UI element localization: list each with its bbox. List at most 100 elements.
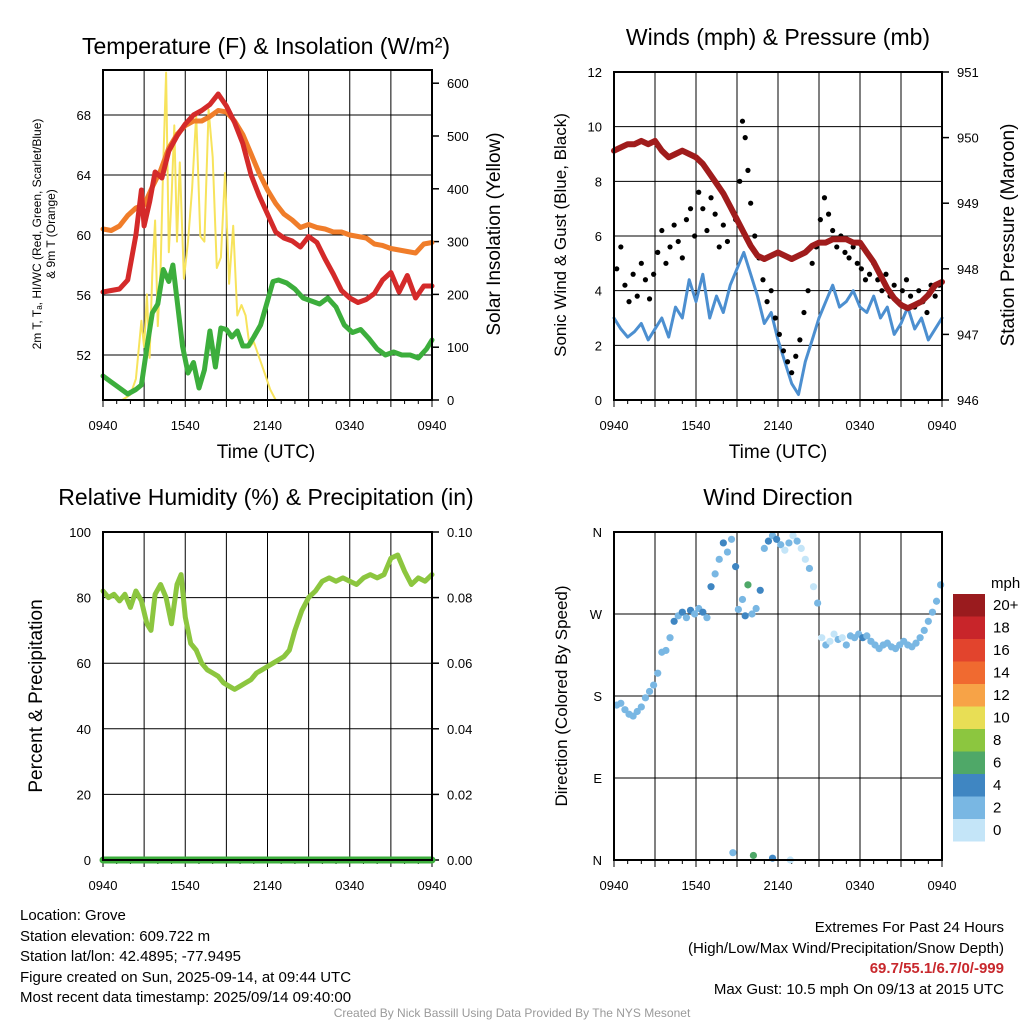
gust-point [784,359,791,365]
legend-swatch [953,729,985,752]
gust-point [842,249,848,255]
extremes-title: Extremes For Past 24 Hours [814,919,1004,936]
direction-point [637,703,645,711]
temp-xtick-label: 1540 [171,418,200,433]
temp-y2tick-label: 300 [447,235,469,250]
direction-point [789,532,797,540]
gust-point [789,370,795,376]
gust-point [716,244,722,250]
direction-point [711,570,719,578]
gust-point [679,255,685,261]
gust-point [651,271,657,277]
direction-point [797,544,805,553]
rh-ytick-label: 100 [69,525,91,540]
wind-ylabel-left: Sonic Wind & Gust (Blue, Black) [551,113,570,357]
gust-point [907,293,914,299]
rh-y2tick-label: 0.10 [447,525,472,540]
direction-point [773,535,781,543]
direction-point [924,617,932,625]
gust-point [655,249,661,255]
wind-ytick-label: 6 [595,229,602,244]
gust-point [646,296,653,302]
rh-y2tick-label: 0.00 [447,853,472,868]
info-location: Location: Grove [20,907,126,924]
direction-point [617,699,625,707]
direction-point [805,564,814,573]
wind-series-pressure [611,137,945,312]
gust-point [825,211,832,217]
rh-y2tick-label: 0.08 [447,591,472,606]
direction-point [662,646,670,655]
humidity-panel: Relative Humidity (%) & Precipitation (i… [26,484,474,893]
dir-ytick-label: E [593,771,602,786]
temp-ylabel-right: Solar Insolation (Yellow) [484,132,505,335]
gust-point [748,200,754,206]
temp-title: Temperature (F) & Insolation (W/m²) [82,33,450,59]
direction-point [912,639,920,647]
gust-point [659,227,665,234]
direction-point [863,632,871,640]
temp-y2tick-label: 100 [447,340,469,355]
dir-ytick-label: S [593,689,602,704]
temp-ylabel-left-2: & 9m T (Orange) [44,189,58,279]
direction-point [723,548,732,556]
gust-point [626,299,632,305]
gust-point [793,353,799,359]
gust-point [614,266,620,272]
temp-y2tick-label: 400 [447,182,469,197]
rh-y2tick-label: 0.02 [447,787,472,802]
direction-point [729,849,737,857]
wind-ytick-label: 10 [588,120,602,135]
dir-plot-border [613,531,943,861]
direction-point [777,541,785,549]
gust-point [866,271,873,277]
gust-point [805,288,811,294]
direction-point [670,617,678,625]
direction-point [641,694,650,702]
rh-xtick-label: 0940 [89,878,118,893]
direction-point [715,555,723,563]
wind-series-sonic [612,250,944,396]
gust-point [768,288,774,294]
dir-xtick-label: 0340 [846,878,875,893]
gust-point [687,206,694,212]
temp-plot-border [102,69,433,401]
legend-label: 16 [993,642,1010,659]
direction-point [830,630,838,638]
legend-swatch [953,751,985,774]
dir-legend-title: mph [991,575,1020,592]
gust-point [692,233,698,239]
gust-point [712,211,718,217]
temp-series-2m-t [100,91,435,305]
rh-ytick-label: 0 [84,853,91,868]
wind-y2tick-label: 947 [957,327,979,342]
gust-point [850,244,856,250]
temperature-panel: Temperature (F) & Insolation (W/m²) 52 56… [30,33,505,463]
direction-point [691,610,699,618]
gust-point [708,195,714,201]
gust-point [879,288,885,294]
direction-point [838,634,846,642]
direction-point [682,614,691,622]
dir-ytick-label: N [593,525,602,540]
wind-panel: Winds (mph) & Pressure (mb) 0 2 4 6 8 10 12 946… [551,24,1019,463]
legend-swatch [953,616,985,639]
direction-point [645,687,654,696]
extremes-info: Extremes For Past 24 Hours (High/Low/Max… [688,918,1004,1000]
temp-y2tick-label: 600 [447,76,469,91]
max-gust: Max Gust: 10.5 mph On 09/13 at 2015 UTC [713,980,1004,998]
dir-ytick-label: N [593,853,602,868]
temp-ytick-label: 64 [77,168,91,183]
gust-point [683,217,690,223]
wind-y2tick-label: 946 [957,393,979,408]
wind-ytick-label: 0 [595,393,602,408]
gust-point [704,227,710,234]
wind-plot-border [613,71,943,401]
legend-swatch [953,594,985,617]
rh-xtick-label: 1540 [171,878,200,893]
legend-label: 20+ [993,597,1019,614]
rh-y2tick-label: 0.06 [447,656,472,671]
direction-point [703,614,711,622]
